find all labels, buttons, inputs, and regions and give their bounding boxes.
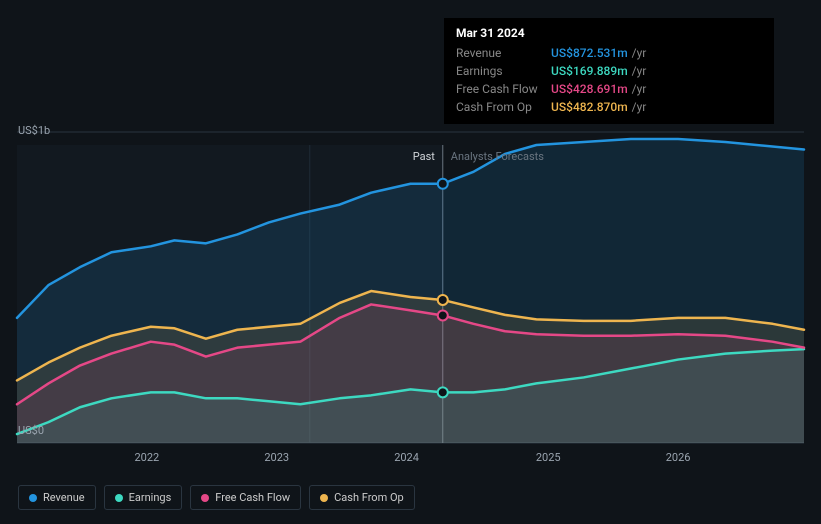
legend-item-label: Revenue bbox=[43, 491, 85, 504]
legend-item-label: Free Cash Flow bbox=[215, 491, 290, 504]
legend-dot bbox=[201, 494, 209, 502]
tooltip-row-unit: /yr bbox=[632, 82, 647, 96]
tooltip-row: EarningsUS$169.889m/yr bbox=[456, 62, 762, 80]
tooltip-row-label: Earnings bbox=[456, 64, 551, 78]
legend-item[interactable]: Cash From Op bbox=[309, 485, 415, 510]
chart-legend: Revenue Earnings Free Cash Flow Cash From O… bbox=[18, 485, 415, 510]
x-axis-tick-label: 2026 bbox=[666, 451, 691, 464]
y-axis-tick-label: US$1b bbox=[18, 124, 50, 137]
tooltip-row-label: Cash From Op bbox=[456, 100, 551, 114]
tooltip-row-value: US$482.870m bbox=[551, 100, 628, 114]
tooltip-row: Cash From OpUS$482.870m/yr bbox=[456, 98, 762, 116]
tooltip-row-value: US$169.889m bbox=[551, 64, 628, 78]
tooltip-rows: RevenueUS$872.531m/yrEarningsUS$169.889m… bbox=[456, 44, 762, 116]
tooltip-row-unit: /yr bbox=[632, 100, 647, 114]
legend-item[interactable]: Earnings bbox=[104, 485, 183, 510]
tooltip-row: Free Cash FlowUS$428.691m/yr bbox=[456, 80, 762, 98]
legend-dot bbox=[29, 494, 37, 502]
tooltip-date: Mar 31 2024 bbox=[456, 26, 762, 40]
y-axis-tick-label: US$0 bbox=[18, 424, 44, 437]
past-section-label: Past bbox=[413, 150, 435, 163]
tooltip-row-unit: /yr bbox=[632, 64, 647, 78]
legend-item-label: Cash From Op bbox=[334, 491, 404, 504]
tooltip-row-label: Free Cash Flow bbox=[456, 82, 551, 96]
tooltip-row-label: Revenue bbox=[456, 46, 551, 60]
x-axis-tick-label: 2025 bbox=[536, 451, 561, 464]
tooltip-row-value: US$872.531m bbox=[551, 46, 628, 60]
tooltip-row-unit: /yr bbox=[632, 46, 647, 60]
legend-item-label: Earnings bbox=[129, 491, 172, 504]
legend-dot bbox=[115, 494, 123, 502]
x-axis-tick-label: 2024 bbox=[394, 451, 419, 464]
x-axis-tick-label: 2022 bbox=[134, 451, 159, 464]
legend-dot bbox=[320, 494, 328, 502]
x-axis-tick-label: 2023 bbox=[264, 451, 289, 464]
legend-item[interactable]: Revenue bbox=[18, 485, 96, 510]
chart-tooltip: Mar 31 2024 RevenueUS$872.531m/yrEarning… bbox=[444, 18, 774, 124]
tooltip-row: RevenueUS$872.531m/yr bbox=[456, 44, 762, 62]
financial-chart: US$1b US$0 2022 2023 2024 2025 2026 Past Anal… bbox=[0, 0, 821, 524]
forecast-section-label: Analysts Forecasts bbox=[451, 150, 544, 163]
legend-item[interactable]: Free Cash Flow bbox=[190, 485, 301, 510]
tooltip-row-value: US$428.691m bbox=[551, 82, 628, 96]
